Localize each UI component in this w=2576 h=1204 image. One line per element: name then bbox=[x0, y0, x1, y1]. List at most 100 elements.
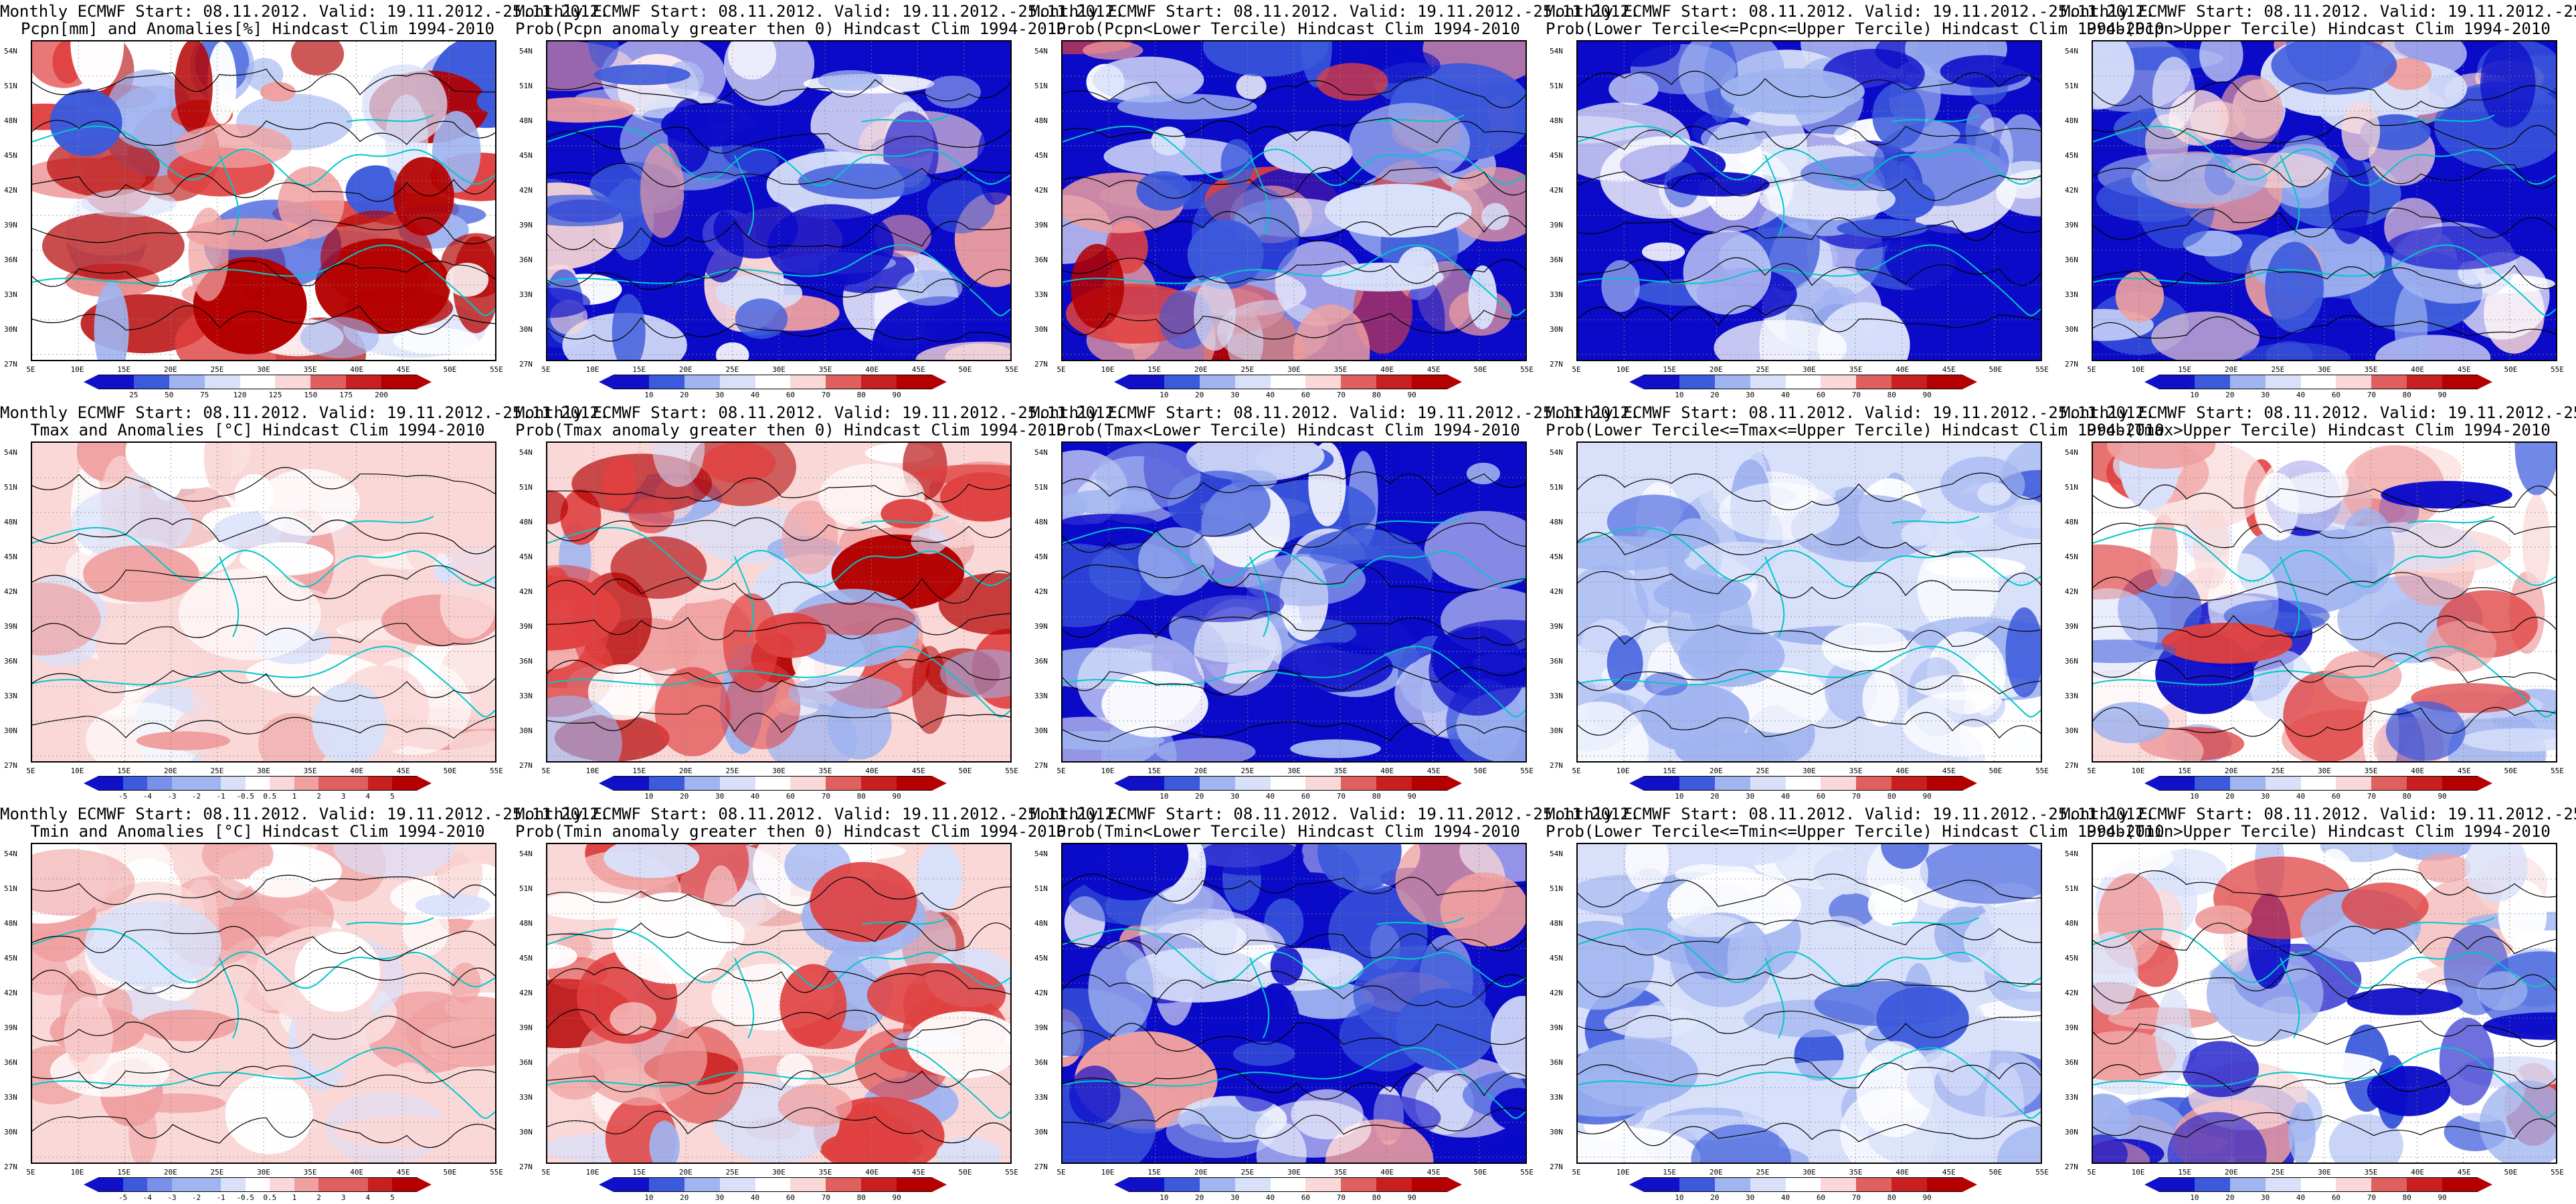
contour-line bbox=[1578, 1010, 2041, 1041]
colorbar-segment bbox=[2265, 1177, 2301, 1192]
latitude-label: 45N bbox=[2065, 151, 2078, 160]
colorbar-tick-label: 3 bbox=[341, 792, 346, 801]
colorbar-segment bbox=[1412, 776, 1448, 791]
colorbar-segment bbox=[1341, 776, 1377, 791]
contour-line bbox=[2093, 81, 2556, 110]
map-panel: Monthly ECMWF Start: 08.11.2012. Valid: … bbox=[1546, 803, 2165, 1204]
longitude-label: 5E bbox=[1056, 365, 1066, 374]
longitude-label: 35E bbox=[2364, 767, 2378, 775]
colorbar-tick-label: 20 bbox=[1710, 391, 1720, 399]
latitude-label: 36N bbox=[2065, 657, 2078, 666]
longitude-label: 50E bbox=[443, 365, 457, 374]
latitude-label: 39N bbox=[2065, 221, 2078, 229]
anomaly-shade bbox=[2155, 989, 2192, 1080]
longitude-label: 20E bbox=[1709, 1168, 1723, 1177]
panel-title-line1: Monthly ECMWF Start: 08.11.2012. Valid: … bbox=[0, 403, 610, 422]
latitude-label: 45N bbox=[2065, 553, 2078, 561]
colorbar-arrow-left bbox=[84, 375, 98, 389]
colorbar-tick-label: 90 bbox=[1922, 391, 1932, 399]
longitude-label: 30E bbox=[772, 767, 786, 775]
anomaly-shade bbox=[1139, 883, 1237, 981]
longitude-label: 30E bbox=[2318, 767, 2331, 775]
coastline bbox=[2093, 516, 2556, 718]
longitude-label: 10E bbox=[1616, 767, 1630, 775]
longitude-label: 10E bbox=[2131, 1168, 2145, 1177]
latitude-label: 54N bbox=[519, 849, 533, 858]
colorbar-segment bbox=[684, 776, 720, 791]
colorbar-segment bbox=[1234, 776, 1271, 791]
colorbar-segment bbox=[196, 776, 221, 791]
colorbar-segment bbox=[1714, 375, 1750, 389]
anomaly-shade bbox=[2151, 311, 2260, 360]
colorbar-tick-label: 20 bbox=[680, 391, 689, 399]
latitude-label: 45N bbox=[519, 151, 533, 160]
longitude-label: 20E bbox=[2224, 365, 2238, 374]
colorbar-labels: -5 -4 -3 -2 -1 -0.5 0.5 1 2 3 4 5 bbox=[98, 1193, 417, 1203]
colorbar-segment bbox=[1785, 776, 1821, 791]
latitude-label: 54N bbox=[1034, 849, 1048, 858]
latitude-label: 45N bbox=[1550, 954, 1563, 963]
anomaly-shade bbox=[476, 89, 495, 113]
latitude-label: 30N bbox=[4, 325, 17, 334]
anomaly-shade bbox=[1263, 130, 1353, 174]
longitude-label: 40E bbox=[865, 767, 879, 775]
latitude-label: 51N bbox=[1550, 884, 1563, 893]
longitude-label: 40E bbox=[350, 1168, 364, 1177]
colorbar-segment bbox=[1892, 375, 1928, 389]
contour-line bbox=[1578, 874, 2041, 908]
colorbar-segment bbox=[1892, 776, 1928, 791]
anomaly-shade bbox=[1481, 203, 1509, 231]
anomaly-shade bbox=[2426, 621, 2497, 672]
map-field-svg bbox=[32, 443, 495, 761]
coastline bbox=[1063, 114, 1526, 316]
anomaly-shade bbox=[1309, 544, 1387, 565]
latitude-label: 36N bbox=[1034, 1058, 1048, 1067]
colorbar-tick-label: 60 bbox=[1816, 792, 1826, 801]
anomaly-shade bbox=[1088, 940, 1154, 1036]
anomaly-shade bbox=[547, 288, 591, 318]
anomaly-shade bbox=[781, 500, 838, 575]
colorbar-segment bbox=[2442, 375, 2478, 389]
colorbar-segment bbox=[392, 1177, 417, 1192]
panel-title-line1: Monthly ECMWF Start: 08.11.2012. Valid: … bbox=[0, 2, 610, 21]
longitude-label: 40E bbox=[1380, 1168, 1394, 1177]
colorbar-segment bbox=[2194, 375, 2230, 389]
anomaly-shade bbox=[603, 458, 637, 509]
panel-title-line2: Prob(Pcpn anomaly greater then 0) Hindca… bbox=[515, 19, 1067, 38]
colorbar-tick-label: 70 bbox=[2367, 391, 2376, 399]
colorbar-arrow-right bbox=[1447, 1177, 1463, 1192]
colorbar-arrow-right bbox=[417, 375, 432, 389]
colorbar-arrow-left bbox=[599, 776, 614, 791]
colorbar-segment bbox=[614, 776, 649, 791]
colorbar-segment bbox=[245, 1177, 270, 1192]
longitude-label: 25E bbox=[1756, 1168, 1770, 1177]
anomaly-shade bbox=[572, 584, 609, 668]
colorbar-segment bbox=[310, 375, 347, 389]
anomaly-shade bbox=[604, 844, 700, 878]
longitude-label: 25E bbox=[1240, 365, 1255, 374]
anomaly-shade bbox=[260, 82, 296, 102]
anomaly-shade bbox=[70, 487, 193, 561]
colorbar-segment bbox=[1714, 1177, 1750, 1192]
colorbar-tick-label: 20 bbox=[2225, 792, 2235, 801]
longitude-label: 5E bbox=[541, 1168, 551, 1177]
anomaly-shade bbox=[925, 302, 1010, 351]
longitude-label: 45E bbox=[396, 767, 410, 775]
latitude-label: 39N bbox=[1034, 622, 1048, 631]
colorbar-arrow-left bbox=[2144, 1177, 2159, 1192]
latitude-label: 54N bbox=[4, 849, 17, 858]
contour-line bbox=[547, 921, 1010, 951]
colorbar-labels: 10 20 30 40 60 70 80 90 bbox=[1129, 1193, 1447, 1203]
latitude-label: 30N bbox=[1550, 325, 1563, 334]
latitude-label: 45N bbox=[1034, 151, 1048, 160]
colorbar-arrow-right bbox=[1447, 375, 1463, 389]
latitude-label: 30N bbox=[1034, 325, 1048, 334]
colorbar-segment bbox=[294, 1177, 319, 1192]
longitude-label: 5E bbox=[541, 365, 551, 374]
panel-title-line1: Monthly ECMWF Start: 08.11.2012. Valid: … bbox=[1030, 805, 1640, 823]
anomaly-shade bbox=[146, 443, 187, 501]
latitude-label: 36N bbox=[4, 657, 17, 666]
colorbar-segment bbox=[98, 1177, 123, 1192]
longitude-label: 30E bbox=[257, 767, 270, 775]
colorbar-segment bbox=[1129, 776, 1164, 791]
